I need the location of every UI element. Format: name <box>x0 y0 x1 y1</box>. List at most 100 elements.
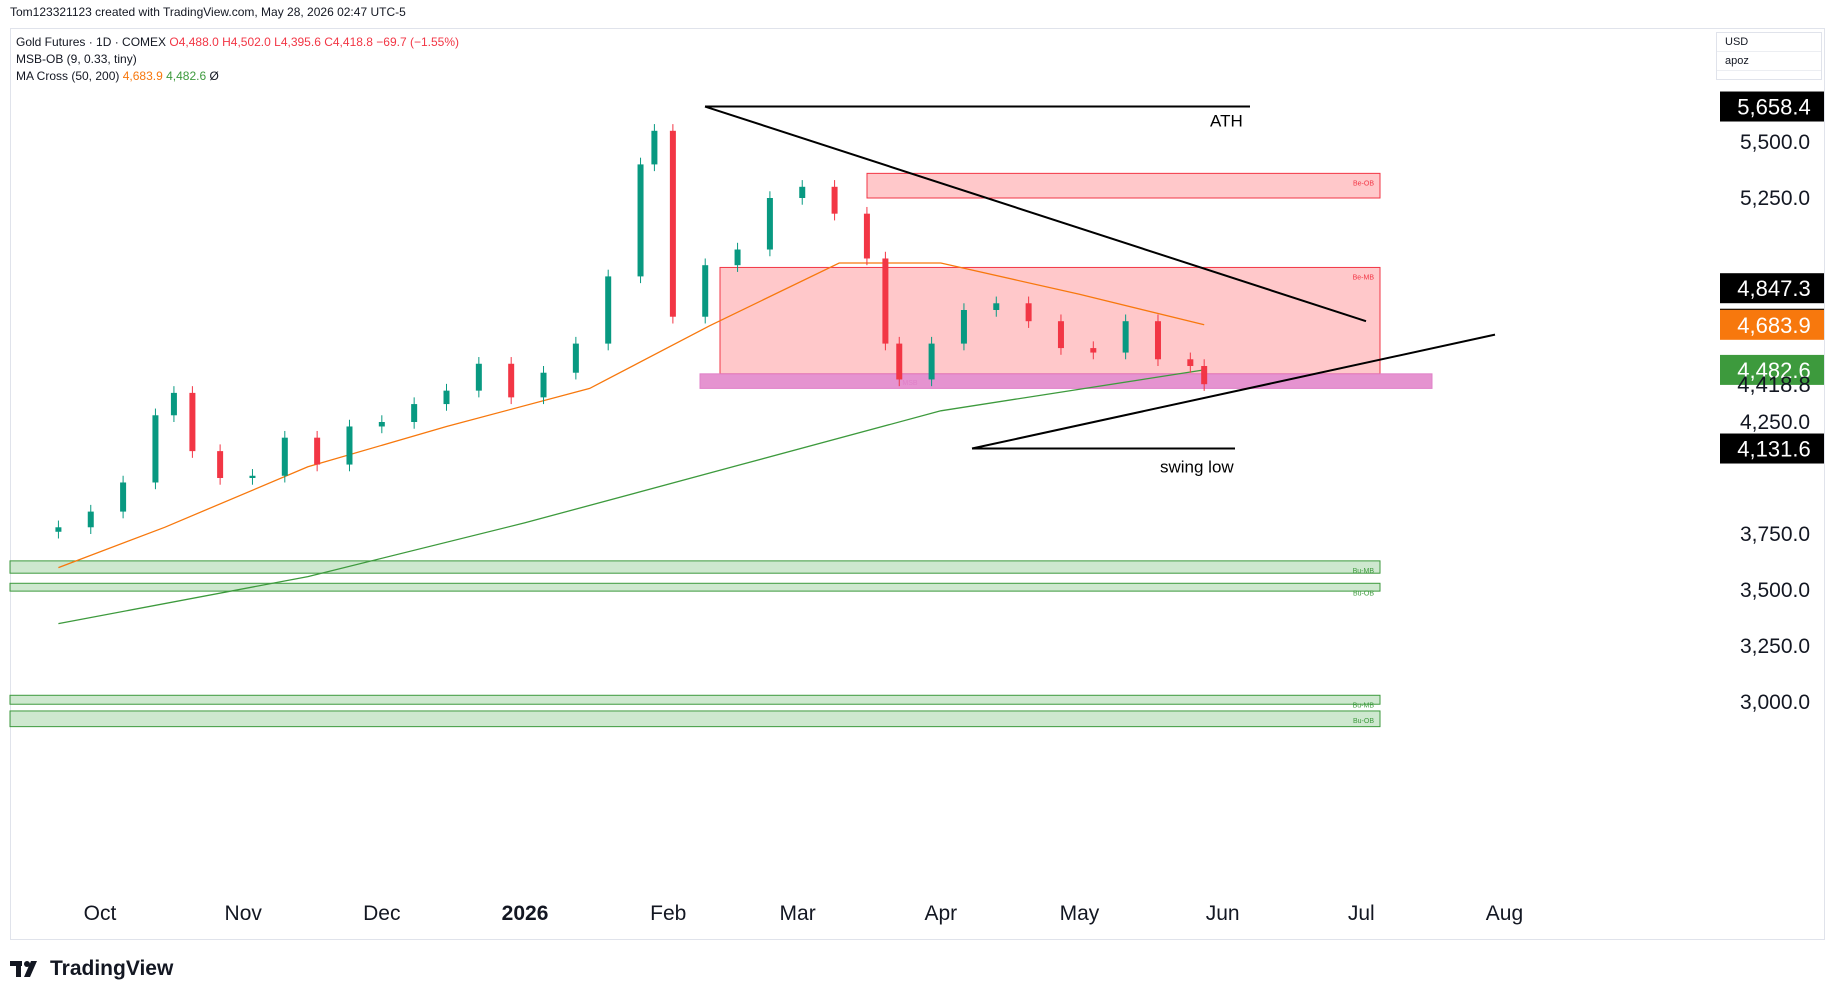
price-label: 4,847.3 <box>1737 276 1810 301</box>
legend-close: C4,418.8 <box>324 35 373 49</box>
chart-frame <box>10 28 1825 940</box>
candle <box>314 437 321 465</box>
ma200-line <box>58 369 1205 625</box>
candle <box>55 527 62 532</box>
candle <box>572 343 579 373</box>
zone-label: Be-MB <box>1353 274 1375 281</box>
legend-open: O4,488.0 <box>169 35 219 49</box>
user-label: apoz <box>1717 52 1821 71</box>
candle <box>863 213 870 259</box>
x-tick-label: May <box>1060 902 1100 925</box>
ma50-line <box>58 262 1205 569</box>
price-label: 4,482.6 <box>1737 358 1810 383</box>
y-tick-label: 3,750.0 <box>1740 523 1810 546</box>
candle <box>1154 321 1161 360</box>
candle <box>540 372 547 398</box>
candle <box>896 343 903 380</box>
price-label-bg <box>1720 309 1824 340</box>
candle <box>1201 366 1208 385</box>
y-tick-label: 5,500.0 <box>1740 131 1810 154</box>
x-tick-label: Mar <box>780 902 816 925</box>
legend-symbol: Gold Futures · 1D · COMEX <box>16 35 167 49</box>
x-tick-label: 2026 <box>502 902 549 925</box>
footer-brand[interactable]: TradingView <box>10 957 173 981</box>
zone-label: Bu-MB <box>1353 702 1375 709</box>
legend-change: −69.7 (−1.55%) <box>376 35 459 49</box>
candle <box>249 475 256 478</box>
x-tick-label: Oct <box>84 902 117 925</box>
candle <box>443 390 450 405</box>
y-tick-label: 3,000.0 <box>1740 691 1810 714</box>
zone-bu-ob <box>9 582 1381 592</box>
candle <box>766 198 773 250</box>
zone-label: Be-OB <box>1353 180 1374 187</box>
candle <box>120 482 127 512</box>
x-tick-label: Aug <box>1486 902 1523 925</box>
candle <box>378 422 385 427</box>
chart-legend: Gold Futures · 1D · COMEX O4,488.0 H4,50… <box>16 34 459 85</box>
candle <box>217 451 224 478</box>
descending-trendline <box>704 105 1367 323</box>
x-tick-label: Nov <box>225 902 263 925</box>
footer-brand-text: TradingView <box>50 957 174 980</box>
legend-indicator-msb[interactable]: MSB-OB (9, 0.33, tiny) <box>16 52 137 66</box>
price-label: 5,658.4 <box>1737 95 1810 120</box>
zone-bu-mb <box>9 694 1381 705</box>
price-label-bg <box>1720 91 1824 122</box>
candle <box>831 186 838 214</box>
price-label-bg <box>1720 354 1824 385</box>
legend-indicator-ma-cross[interactable]: MA Cross (50, 200) 4,683.9 4,482.6 Ø <box>16 68 459 85</box>
zone-label: MSB <box>902 380 918 387</box>
zone-label: Bu-OB <box>1353 590 1374 597</box>
x-tick-label: Dec <box>363 902 400 925</box>
candle <box>1122 321 1129 353</box>
candle <box>702 265 709 317</box>
candle <box>960 310 967 344</box>
legend-high: H4,502.0 <box>222 35 271 49</box>
creator-line: Tom123321123 created with TradingView.co… <box>10 5 406 19</box>
x-tick-label: Apr <box>924 902 957 925</box>
x-tick-label: Feb <box>650 902 686 925</box>
ath-label: ATH <box>1210 112 1243 131</box>
currency-box[interactable]: USD apoz <box>1716 32 1822 80</box>
legend-ma50-value: 4,683.9 <box>122 69 163 83</box>
zone-bu-mb <box>9 560 1381 574</box>
candle <box>605 276 612 344</box>
zone-bu-ob <box>9 710 1381 728</box>
zone-be-ob <box>866 172 1381 199</box>
ascending-trendline <box>971 333 1496 450</box>
price-label-bg <box>1720 433 1824 464</box>
y-tick-label: 5,250.0 <box>1740 187 1810 210</box>
candle <box>651 130 658 165</box>
candle <box>993 303 1000 310</box>
legend-low: L4,395.6 <box>274 35 321 49</box>
tradingview-logo-icon <box>10 961 37 977</box>
candle <box>1025 303 1032 322</box>
zone-be-mb <box>719 266 1381 375</box>
legend-ma-cross-name: MA Cross (50, 200) <box>16 69 120 83</box>
price-label: 4,418.8 <box>1737 372 1810 397</box>
candle <box>508 363 515 398</box>
zone-label: Bu-MB <box>1353 568 1375 575</box>
legend-ohlc-row[interactable]: Gold Futures · 1D · COMEX O4,488.0 H4,50… <box>16 34 459 51</box>
candle <box>281 437 288 476</box>
candle <box>1090 348 1097 353</box>
legend-ma-icon: Ø <box>209 69 219 83</box>
candle <box>637 164 644 277</box>
price-label-bg <box>1720 273 1824 304</box>
x-tick-label: Jul <box>1348 902 1375 925</box>
candle <box>87 511 94 528</box>
zone-label: Bu-OB <box>1353 718 1374 725</box>
y-tick-label: 3,250.0 <box>1740 635 1810 658</box>
y-tick-label: 4,250.0 <box>1740 411 1810 434</box>
candle <box>1187 359 1194 366</box>
currency-label[interactable]: USD <box>1717 33 1821 52</box>
candle <box>928 343 935 380</box>
y-tick-label: 3,500.0 <box>1740 579 1810 602</box>
price-label: 4,683.9 <box>1737 313 1810 338</box>
candle <box>411 404 418 422</box>
x-tick-label: Jun <box>1206 902 1240 925</box>
swing-low-label: swing low <box>1160 458 1234 477</box>
legend-ma200-value: 4,482.6 <box>166 69 207 83</box>
